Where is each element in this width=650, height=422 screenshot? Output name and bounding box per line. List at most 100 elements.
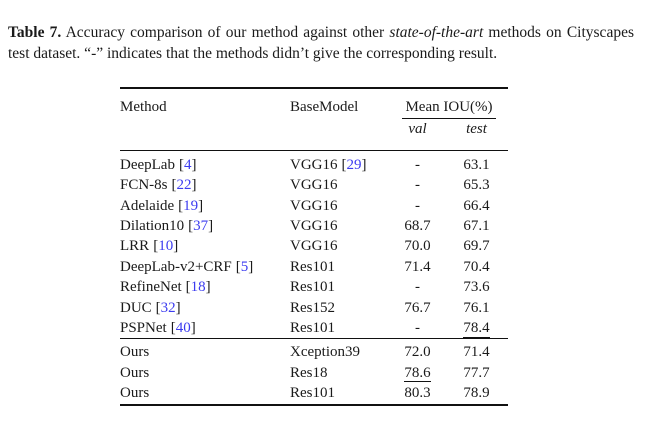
col-header-mean-iou: Mean IOU(%) bbox=[390, 88, 508, 120]
basemodel-cell: Res101 bbox=[290, 279, 335, 296]
method-name: FCN-8s bbox=[120, 177, 168, 194]
header-row-2: val test bbox=[120, 119, 508, 150]
method-cell: FCN-8s22 bbox=[120, 175, 290, 195]
caption-text-1: Accuracy comparison of our method agains… bbox=[61, 23, 390, 41]
val-cell: - bbox=[415, 279, 420, 296]
basemodel-cell: Res101 bbox=[290, 258, 335, 275]
method-name: RefineNet bbox=[120, 279, 182, 296]
citation-ref[interactable]: 18 bbox=[186, 279, 211, 295]
basemodel-cell: VGG16 bbox=[290, 197, 338, 214]
method-name: Adelaide bbox=[120, 197, 175, 214]
citation-ref[interactable]: 40 bbox=[171, 320, 196, 336]
basemodel-cell: Res101 bbox=[290, 385, 335, 402]
table-row: Adelaide19 VGG16 - 66.4 bbox=[120, 196, 508, 216]
method-cell: DUC32 bbox=[120, 298, 290, 318]
table-row: Ours Res101 80.3 78.9 bbox=[120, 383, 508, 404]
test-cell: 78.9 bbox=[463, 385, 490, 402]
method-cell: DeepLab4 bbox=[120, 150, 290, 175]
table-row: DeepLab-v2+CRF5 Res101 71.4 70.4 bbox=[120, 257, 508, 277]
method-cell: LRR10 bbox=[120, 236, 290, 256]
table-row: LRR10 VGG16 70.0 69.7 bbox=[120, 236, 508, 256]
header-row-1: Method BaseModel Mean IOU(%) bbox=[120, 88, 508, 120]
table-row: FCN-8s22 VGG16 - 65.3 bbox=[120, 175, 508, 195]
val-cell: 71.4 bbox=[404, 258, 431, 275]
method-name: PSPNet bbox=[120, 320, 167, 337]
table-header: Method BaseModel Mean IOU(%) val test bbox=[120, 88, 508, 151]
method-name: DeepLab-v2+CRF bbox=[120, 258, 232, 275]
method-cell: Ours bbox=[120, 364, 150, 381]
test-cell: 76.1 bbox=[463, 299, 490, 316]
val-cell: 68.7 bbox=[404, 218, 431, 235]
citation-ref[interactable]: 19 bbox=[178, 198, 203, 214]
basemodel-cell: Xception39 bbox=[290, 344, 360, 361]
test-cell: 67.1 bbox=[463, 218, 490, 235]
citation-ref[interactable]: 29 bbox=[342, 157, 367, 173]
test-cell: 73.6 bbox=[463, 279, 490, 296]
caption-label: Table 7. bbox=[8, 23, 62, 41]
basemodel-cell: Res152 bbox=[290, 299, 335, 316]
method-cell: Ours bbox=[120, 344, 150, 361]
test-cell: 63.1 bbox=[463, 156, 490, 173]
val-cell: 78.6 bbox=[390, 363, 445, 383]
table-row: PSPNet40 Res101 - 78.4 bbox=[120, 318, 508, 339]
val-cell: 80.3 bbox=[404, 385, 431, 402]
citation-ref[interactable]: 5 bbox=[236, 259, 254, 275]
test-cell: 78.4 bbox=[445, 318, 508, 339]
method-name: DUC bbox=[120, 299, 152, 316]
test-cell: 69.7 bbox=[463, 238, 490, 255]
basemodel-name: VGG16 bbox=[290, 156, 338, 173]
method-name: DeepLab bbox=[120, 156, 175, 173]
citation-ref[interactable]: 37 bbox=[188, 218, 213, 234]
caption-text-2: methods on Cityscapes test dataset. “-” … bbox=[8, 23, 634, 63]
basemodel-cell: VGG16 bbox=[290, 238, 338, 255]
val-cell: 70.0 bbox=[404, 238, 431, 255]
col-header-method: Method bbox=[120, 99, 167, 115]
other-methods-section: DeepLab4 VGG1629 - 63.1 FCN-8s22 VGG16 -… bbox=[120, 150, 508, 339]
col-header-val: val bbox=[408, 121, 427, 138]
underlined-value: 78.4 bbox=[463, 320, 490, 338]
test-cell: 65.3 bbox=[463, 177, 490, 194]
citation-ref[interactable]: 4 bbox=[179, 157, 197, 173]
citation-ref[interactable]: 10 bbox=[153, 238, 178, 254]
val-cell: - bbox=[415, 156, 420, 173]
method-name: Dilation10 bbox=[120, 218, 185, 235]
table-row: Ours Xception39 72.0 71.4 bbox=[120, 339, 508, 363]
basemodel-cell: Res18 bbox=[290, 364, 328, 381]
method-cell: Ours bbox=[120, 385, 150, 402]
table-row: DeepLab4 VGG1629 - 63.1 bbox=[120, 150, 508, 175]
val-cell: - bbox=[415, 177, 420, 194]
table-row: DUC32 Res152 76.7 76.1 bbox=[120, 298, 508, 318]
col-header-test: test bbox=[466, 121, 487, 138]
basemodel-cell: Res101 bbox=[290, 320, 335, 337]
basemodel-cell: VGG16 bbox=[290, 218, 338, 235]
method-name: LRR bbox=[120, 238, 150, 255]
method-cell: Dilation1037 bbox=[120, 216, 290, 236]
method-cell: DeepLab-v2+CRF5 bbox=[120, 257, 290, 277]
col-header-basemodel: BaseModel bbox=[290, 99, 359, 115]
accuracy-comparison-table: Method BaseModel Mean IOU(%) val test De… bbox=[120, 87, 508, 406]
val-cell: 72.0 bbox=[404, 344, 431, 361]
table-row: Dilation1037 VGG16 68.7 67.1 bbox=[120, 216, 508, 236]
underlined-value: 78.6 bbox=[404, 364, 431, 383]
test-cell: 77.7 bbox=[463, 364, 490, 381]
test-cell: 66.4 bbox=[463, 197, 490, 214]
citation-ref[interactable]: 32 bbox=[156, 300, 181, 316]
val-cell: 76.7 bbox=[404, 299, 431, 316]
table-caption: Table 7. Accuracy comparison of our meth… bbox=[8, 22, 634, 65]
accuracy-table-wrapper: Method BaseModel Mean IOU(%) val test De… bbox=[120, 87, 508, 406]
method-cell: PSPNet40 bbox=[120, 318, 290, 339]
method-cell: RefineNet18 bbox=[120, 277, 290, 297]
table-row: Ours Res18 78.6 77.7 bbox=[120, 363, 508, 383]
test-cell: 70.4 bbox=[463, 258, 490, 275]
table-row: RefineNet18 Res101 - 73.6 bbox=[120, 277, 508, 297]
basemodel-cell: VGG1629 bbox=[290, 150, 390, 175]
val-cell: - bbox=[415, 320, 420, 337]
basemodel-cell: VGG16 bbox=[290, 177, 338, 194]
test-cell: 71.4 bbox=[463, 344, 490, 361]
val-cell: - bbox=[415, 197, 420, 214]
citation-ref[interactable]: 22 bbox=[172, 177, 197, 193]
caption-italic: state-of-the-art bbox=[389, 23, 484, 41]
method-cell: Adelaide19 bbox=[120, 196, 290, 216]
ours-section: Ours Xception39 72.0 71.4 Ours Res18 78.… bbox=[120, 338, 508, 405]
